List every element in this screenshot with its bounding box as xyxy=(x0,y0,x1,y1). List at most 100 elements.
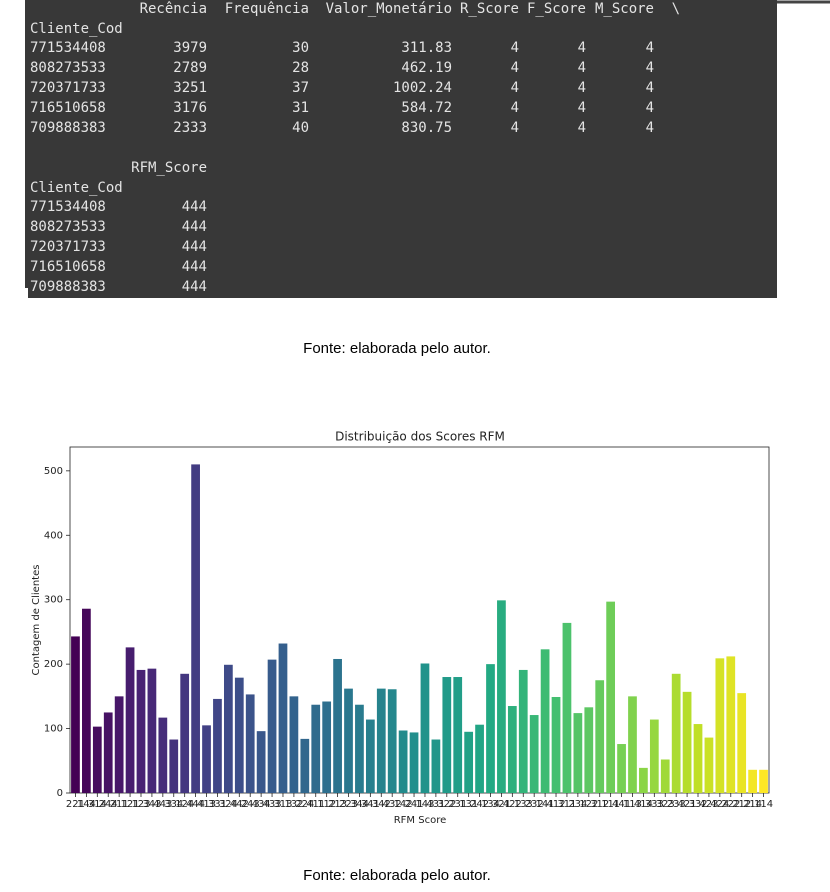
bar xyxy=(245,694,255,793)
x-tick-label: 333 xyxy=(645,799,664,810)
bar xyxy=(92,726,102,793)
cell: 37 xyxy=(292,80,309,96)
x-tick-label: 133 xyxy=(514,799,533,810)
bar xyxy=(365,719,375,793)
cell: 28 xyxy=(292,60,309,76)
x-tick-label: 132 xyxy=(284,799,303,810)
x-tick-label: 323 xyxy=(656,799,675,810)
x-tick-label: 411 xyxy=(306,799,325,810)
cell: 4 xyxy=(511,80,519,96)
bar xyxy=(660,759,670,793)
y-tick-label: 100 xyxy=(44,724,63,735)
bar xyxy=(759,769,768,793)
x-tick-label: 141 xyxy=(536,799,555,810)
x-tick-label: 413 xyxy=(197,799,216,810)
column-header: R_Score xyxy=(460,1,519,17)
cell: 4 xyxy=(646,100,654,116)
x-tick-label: 233 xyxy=(667,799,686,810)
bar xyxy=(344,688,353,793)
bar xyxy=(103,712,113,793)
x-tick-label: 131 xyxy=(459,799,478,810)
x-tick-label: 421 xyxy=(678,799,697,810)
cell: 4 xyxy=(511,40,519,56)
row-index: 808273533 xyxy=(30,60,106,76)
x-tick-label: 313 xyxy=(273,799,292,810)
bar xyxy=(267,659,277,793)
x-tick-label: 431 xyxy=(426,799,445,810)
x-tick-label: 441 xyxy=(612,799,631,810)
cell: 311.83 xyxy=(401,40,452,56)
row-index: 716510658 xyxy=(30,100,106,116)
bar xyxy=(311,704,321,793)
cursor xyxy=(25,288,28,300)
cell: 444 xyxy=(182,219,207,235)
bar xyxy=(475,724,484,793)
cell: 4 xyxy=(646,120,654,136)
row-index: 720371733 xyxy=(30,80,106,96)
x-tick-label: 341 xyxy=(361,799,380,810)
bar xyxy=(333,658,342,793)
x-tick-label: 344 xyxy=(350,799,369,810)
bar xyxy=(726,656,736,793)
cell: 4 xyxy=(511,100,519,116)
x-tick-label: 434 xyxy=(252,799,271,810)
bar xyxy=(223,664,233,793)
cell: 4 xyxy=(578,60,586,76)
bar xyxy=(322,701,332,793)
cell: 1002.24 xyxy=(393,80,452,96)
bar xyxy=(158,717,168,793)
bar xyxy=(376,688,386,793)
caption: Fonte: elaborada pelo autor. xyxy=(303,340,491,357)
row-index: 720371733 xyxy=(30,239,106,255)
x-tick-label: 124 xyxy=(175,799,194,810)
cell: 3979 xyxy=(173,40,207,56)
x-tick-label: 414 xyxy=(634,799,653,810)
bar xyxy=(617,744,626,793)
x-tick-label: 234 xyxy=(568,799,587,810)
column-header: Valor_Monetário xyxy=(326,1,452,17)
bar xyxy=(136,669,146,793)
bar xyxy=(649,719,659,793)
chart-title: Distribuição dos Scores RFM xyxy=(335,430,505,444)
x-tick-label: 314 xyxy=(88,799,107,810)
row-index: 808273533 xyxy=(30,219,106,235)
bar xyxy=(420,663,430,793)
column-header: RFM_Score xyxy=(131,160,207,176)
x-tick-label: 321 xyxy=(492,799,511,810)
y-tick-label: 400 xyxy=(44,530,63,541)
bar xyxy=(671,673,681,793)
cell: 3251 xyxy=(173,80,207,96)
x-tick-label: 331 xyxy=(208,799,227,810)
x-tick-label: 223 xyxy=(339,799,358,810)
bar xyxy=(234,677,244,793)
index-name: Cliente_Cod xyxy=(30,180,123,196)
column-header: F_Score xyxy=(527,1,586,17)
x-tick-label: 312 xyxy=(590,799,609,810)
x-tick-label: 343 xyxy=(142,799,161,810)
plot-frame xyxy=(69,446,770,794)
x-tick-label: 224 xyxy=(295,799,314,810)
bar xyxy=(628,696,637,793)
column-header: Recência xyxy=(140,1,207,17)
cell: 444 xyxy=(182,239,207,255)
x-tick-label: 332 xyxy=(688,799,707,810)
bar xyxy=(300,738,310,793)
bar xyxy=(573,713,583,793)
x-tick-label: 213 xyxy=(328,799,347,810)
x-tick-label: 422 xyxy=(503,799,522,810)
x-tick-label: 123 xyxy=(131,799,150,810)
cell: 40 xyxy=(292,120,309,136)
row-index: 716510658 xyxy=(30,259,106,275)
bar xyxy=(584,707,594,793)
cell: 31 xyxy=(292,100,309,116)
row-index: 771534408 xyxy=(30,40,106,56)
cell: 2333 xyxy=(173,120,207,136)
row-index: 709888383 xyxy=(30,120,106,136)
cell: 2789 xyxy=(173,60,207,76)
index-name: Cliente_Cod xyxy=(30,21,123,37)
bar xyxy=(114,696,124,793)
y-axis-label: Contagem de Clientes xyxy=(31,565,42,676)
bar xyxy=(529,715,539,793)
x-tick-label: 212 xyxy=(732,799,751,810)
cell: 4 xyxy=(511,120,519,136)
